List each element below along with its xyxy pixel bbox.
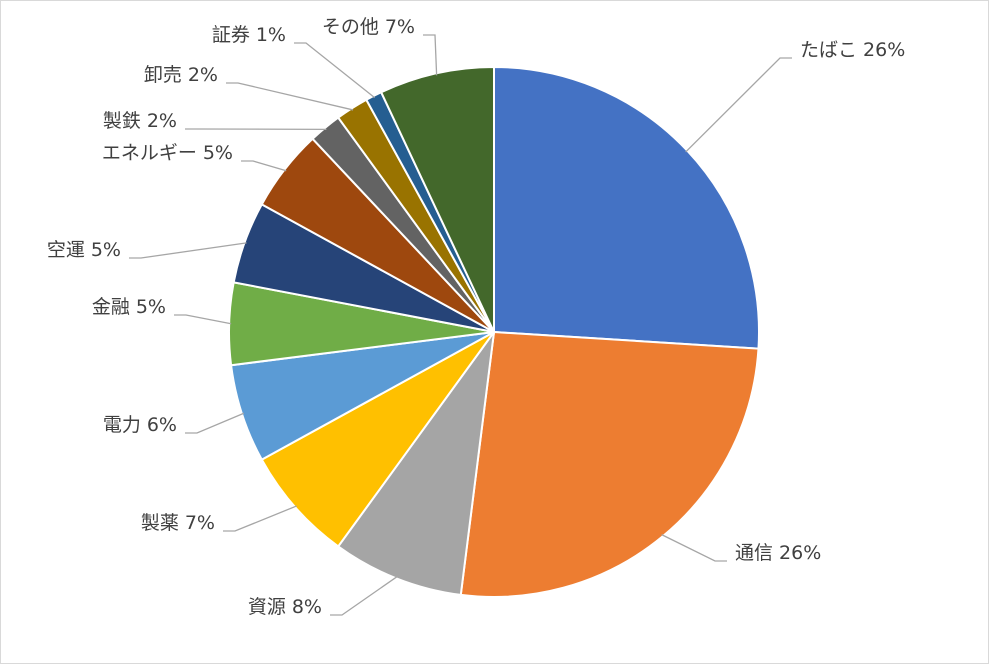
category-label: 証券 [212, 24, 250, 46]
category-label: 金融 [92, 296, 130, 318]
leader-line [661, 534, 727, 562]
leader-line [294, 42, 376, 99]
data-label: 卸売 2% [144, 64, 218, 86]
leader-line [129, 242, 247, 259]
category-label: たばこ [800, 39, 857, 61]
value-label: 2% [188, 64, 218, 86]
value-label: 6% [147, 414, 177, 436]
data-label: 通信 26% [735, 542, 821, 564]
leader-line [174, 314, 232, 325]
data-label: エネルギー 5% [102, 142, 233, 164]
category-label: 空運 [47, 239, 85, 261]
leader-line [223, 505, 297, 532]
data-label: 金融 5% [92, 296, 166, 318]
leader-line [330, 575, 398, 616]
category-label: その他 [322, 16, 379, 38]
data-label: 空運 5% [47, 239, 121, 261]
value-label: 5% [91, 239, 121, 261]
category-label: 製鉄 [103, 110, 141, 132]
category-label: 資源 [248, 596, 286, 618]
data-label: 電力 6% [103, 414, 177, 436]
data-label: 資源 8% [248, 596, 322, 618]
leader-line [226, 82, 354, 111]
value-label: 7% [385, 16, 415, 38]
data-label: 証券 1% [212, 24, 286, 46]
data-label: たばこ 26% [800, 39, 905, 61]
value-label: 7% [185, 512, 215, 534]
value-label: 8% [292, 596, 322, 618]
leader-line [423, 34, 438, 76]
category-label: 電力 [103, 414, 141, 436]
value-label: 2% [147, 110, 177, 132]
category-label: 通信 [735, 542, 773, 564]
pie-slice [459, 330, 760, 598]
category-label: エネルギー [102, 142, 197, 164]
leader-line [185, 412, 245, 434]
category-label: 卸売 [144, 64, 182, 86]
value-label: 26% [863, 39, 905, 61]
leader-line [685, 57, 792, 153]
data-label: 製薬 7% [141, 512, 215, 534]
pie-slice [336, 331, 495, 597]
category-label: 製薬 [141, 512, 179, 534]
value-label: 5% [203, 142, 233, 164]
leader-line [241, 160, 287, 172]
data-label: 製鉄 2% [103, 110, 177, 132]
value-label: 1% [256, 24, 286, 46]
value-label: 5% [136, 296, 166, 318]
data-label: その他 7% [322, 16, 415, 38]
value-label: 26% [779, 542, 821, 564]
